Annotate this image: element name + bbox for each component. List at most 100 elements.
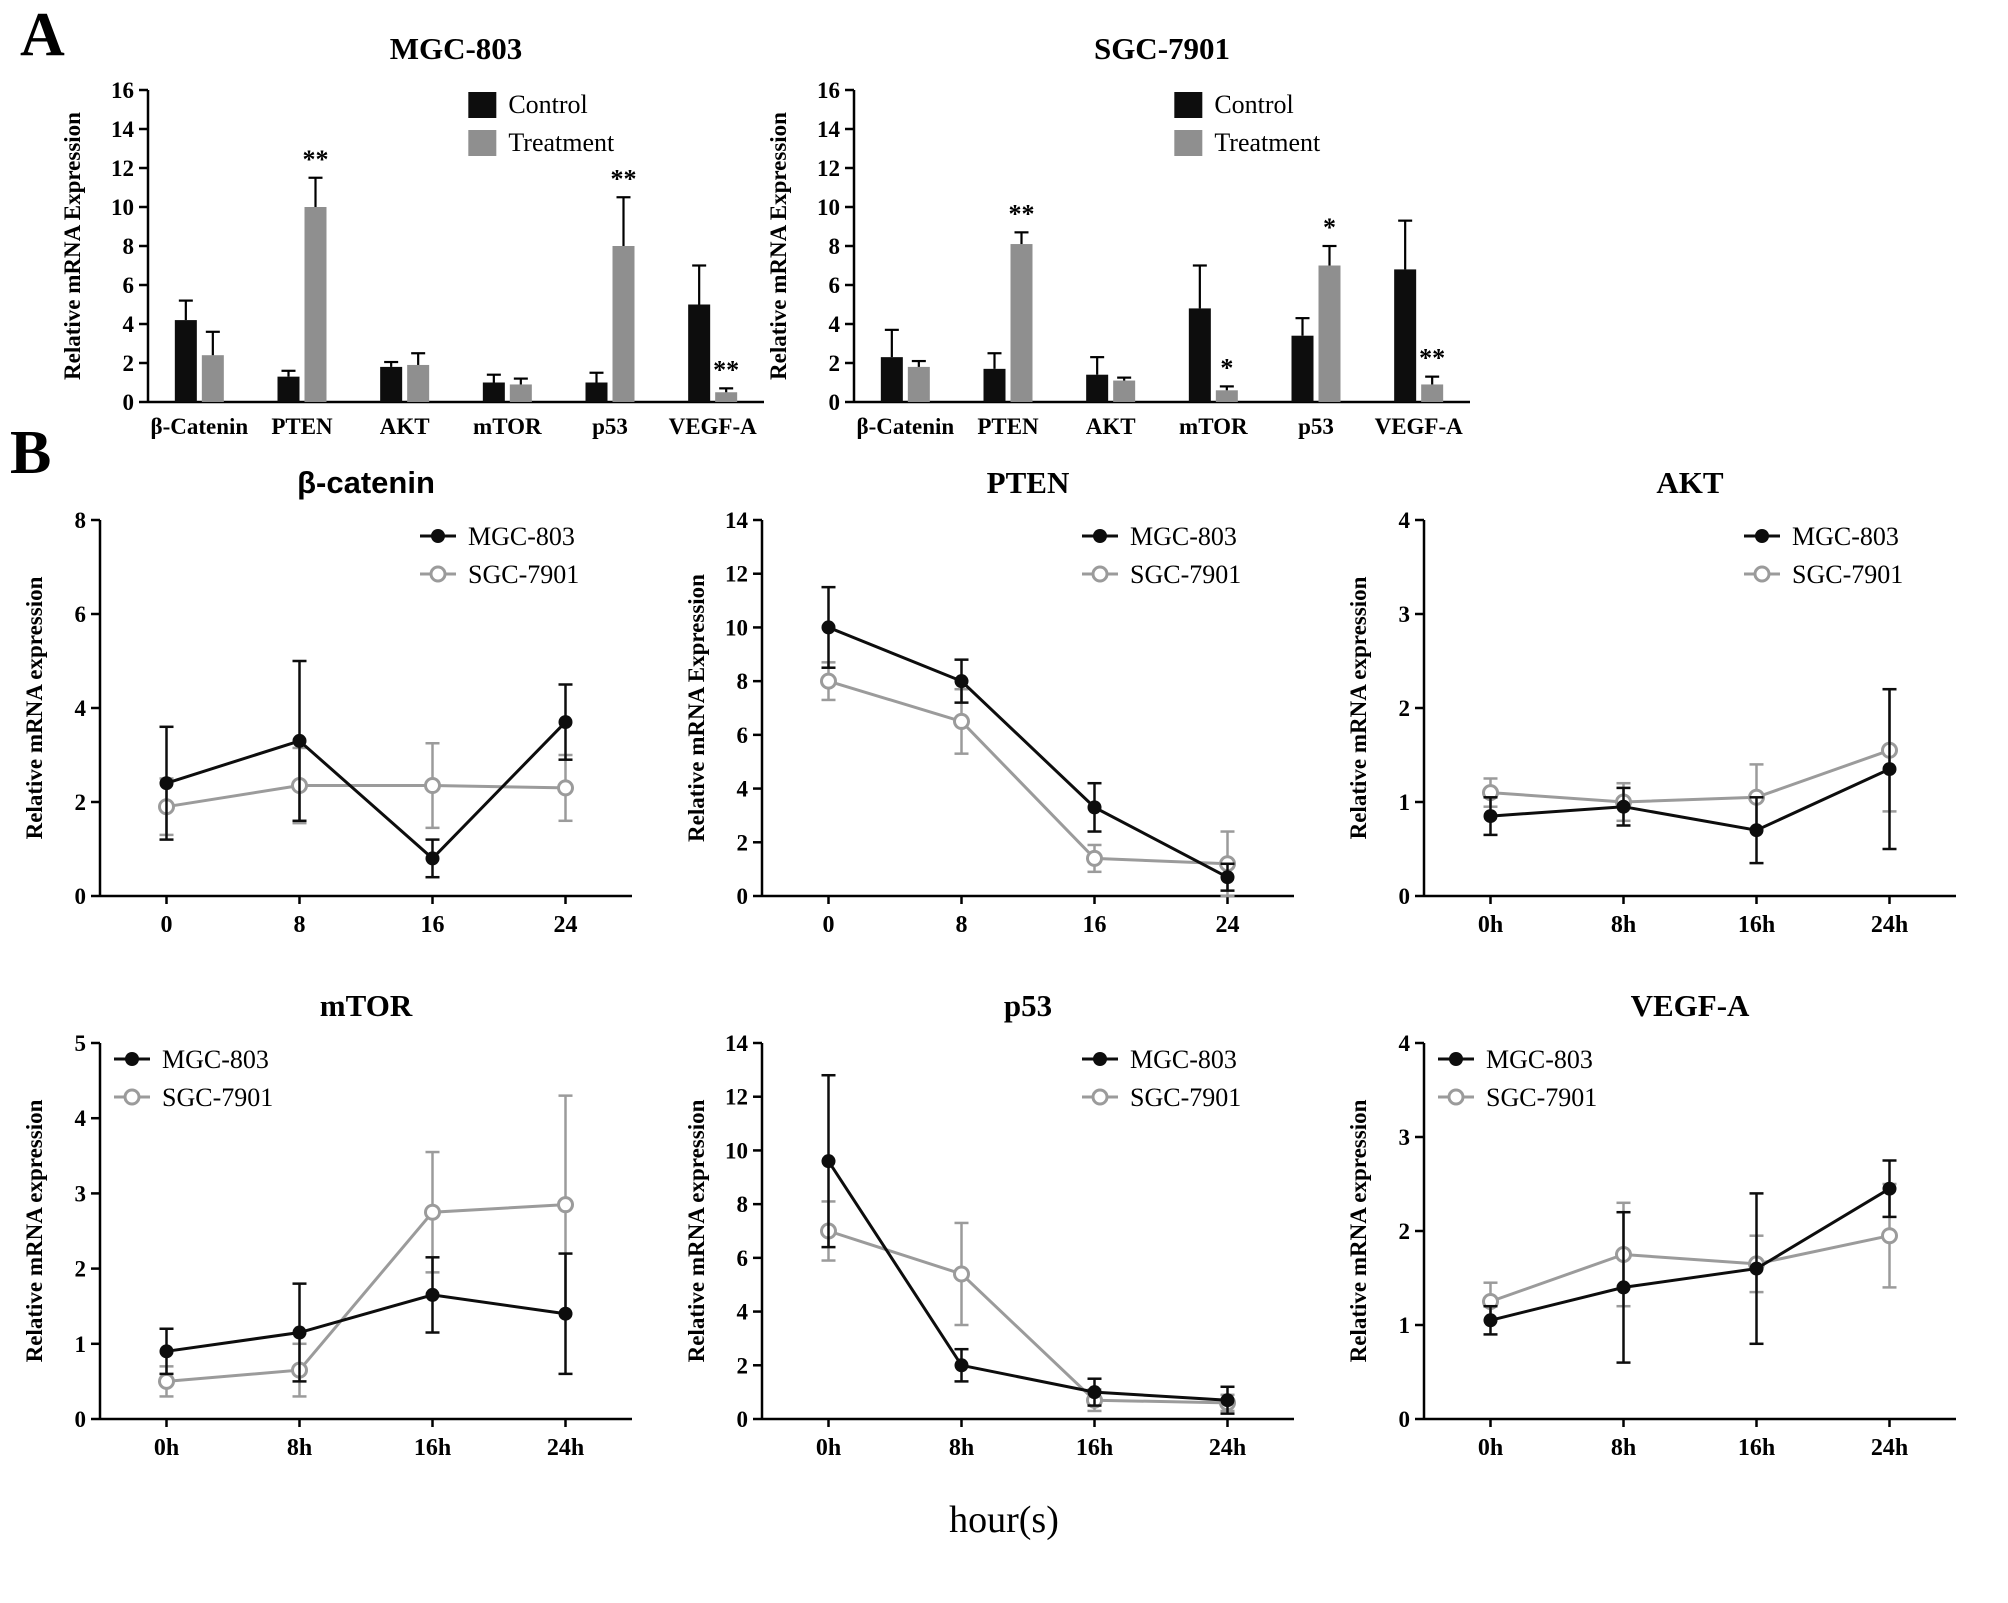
bar-chart-sgc-7901: SGC-7901 0 2 4 6 8 10 12 14 16 Relative mRNA Expr…	[762, 28, 1482, 465]
svg-text:8: 8	[737, 1192, 749, 1217]
svg-text:0: 0	[737, 1407, 749, 1432]
svg-text:6: 6	[737, 1246, 749, 1271]
svg-text:1: 1	[75, 1332, 87, 1357]
line-chart-beta-catenin: β-catenin 0 2 4 6 8 Relative mRNA expression 0…	[18, 462, 680, 959]
x-axis-ticks: 0h 8h 16h 24h	[1478, 896, 1908, 938]
svg-text:14: 14	[817, 117, 841, 142]
svg-text:Relative mRNA Expression: Relative mRNA Expression	[684, 574, 709, 842]
x-axis-ticks: 0 8 16 24	[823, 896, 1240, 938]
series-control	[174, 264, 711, 402]
legend: Control Treatment	[1174, 90, 1321, 157]
svg-text:0: 0	[161, 912, 173, 938]
chart-title-sgc-7901: SGC-7901	[1093, 31, 1231, 66]
line-chart-canvas-mtor: 0 1 2 3 4 5 Relative mRNA expression 0h 8h 16h 24h…	[22, 1031, 632, 1461]
svg-text:PTEN: PTEN	[271, 414, 333, 439]
svg-text:Treatment: Treatment	[1214, 128, 1321, 157]
chart-title-mgc-803: MGC-803	[389, 31, 523, 66]
legend: MGC-803 SGC-7901	[420, 522, 579, 589]
svg-text:4: 4	[737, 777, 749, 802]
series-sgc-7901	[158, 1094, 574, 1398]
svg-text:0h: 0h	[1478, 1435, 1503, 1461]
svg-text:8: 8	[829, 234, 841, 259]
svg-text:14: 14	[725, 1031, 749, 1056]
svg-text:**: **	[1419, 344, 1445, 373]
axes: 0 2 4 6 8 10 12 14 Relative mRNA expression	[684, 1031, 1294, 1432]
x-axis-ticks: 0h 8h 16h 24h	[154, 1419, 584, 1461]
svg-text:1: 1	[1399, 790, 1411, 815]
svg-text:*: *	[1323, 213, 1336, 242]
svg-text:8h: 8h	[1611, 912, 1636, 938]
svg-text:AKT: AKT	[1086, 414, 1136, 439]
svg-text:5: 5	[75, 1031, 87, 1056]
x-axis-ticks: 0 8 16 24	[161, 896, 578, 938]
svg-text:Relative mRNA expression: Relative mRNA expression	[1346, 1099, 1371, 1362]
svg-text:SGC-7901: SGC-7901	[1792, 560, 1903, 589]
line-chart-canvas-vegf-a: 0 1 2 3 4 Relative mRNA expression 0h 8h 16h 24h M…	[1346, 1031, 1956, 1461]
legend: MGC-803 SGC-7901	[1082, 522, 1241, 589]
svg-text:MGC-803: MGC-803	[468, 522, 575, 551]
svg-text:12: 12	[725, 562, 748, 587]
svg-text:0h: 0h	[816, 1435, 841, 1461]
series-sgc-7901	[1482, 1182, 1898, 1322]
axes: 0 2 4 6 8 10 12 14 16 Relative mRNA Expression	[766, 78, 1470, 415]
svg-text:24h: 24h	[1871, 1435, 1908, 1461]
svg-text:2: 2	[737, 1353, 749, 1378]
legend: MGC-803 SGC-7901	[1438, 1045, 1597, 1112]
axes: 0 1 2 3 4 Relative mRNA expression	[1346, 1031, 1956, 1432]
x-axis-ticks: 0h 8h 16h 24h	[1478, 1419, 1908, 1461]
svg-text:SGC-7901: SGC-7901	[468, 560, 579, 589]
svg-text:Control: Control	[1214, 90, 1293, 119]
svg-text:4: 4	[123, 312, 135, 337]
svg-text:4: 4	[75, 1106, 87, 1131]
series-treatment	[907, 231, 1444, 402]
bar-chart-canvas-mgc-803: 0 2 4 6 8 10 12 14 16 Relative mRNA Expression β-C…	[60, 78, 764, 439]
svg-text:16h: 16h	[1076, 1435, 1113, 1461]
svg-text:0: 0	[75, 884, 87, 909]
svg-text:10: 10	[725, 615, 748, 640]
svg-text:8h: 8h	[1611, 1435, 1636, 1461]
svg-text:**: **	[611, 164, 637, 193]
svg-text:6: 6	[123, 273, 135, 298]
axes: 0 2 4 6 8 10 12 14 16 Relative mRNA Expression	[60, 78, 764, 415]
series-mgc-803	[1483, 1159, 1897, 1364]
svg-text:SGC-7901: SGC-7901	[162, 1083, 273, 1112]
svg-text:16h: 16h	[1738, 912, 1775, 938]
svg-text:4: 4	[75, 696, 87, 721]
svg-text:2: 2	[75, 790, 87, 815]
svg-text:3: 3	[1399, 1125, 1411, 1150]
svg-text:8: 8	[294, 912, 306, 938]
svg-text:2: 2	[75, 1257, 87, 1282]
svg-text:Control: Control	[508, 90, 587, 119]
series-mgc-803	[1483, 687, 1897, 865]
line-chart-canvas-p53: 0 2 4 6 8 10 12 14 Relative mRNA expression 0h 8h 1…	[684, 1031, 1294, 1461]
svg-text:3: 3	[75, 1181, 87, 1206]
svg-text:1: 1	[1399, 1313, 1411, 1338]
svg-text:3: 3	[1399, 602, 1411, 627]
bar-chart-mgc-803: MGC-803 0 2 4 6 8 10 12 14 16 Relative mRNA Expre…	[56, 28, 776, 465]
svg-text:8: 8	[737, 669, 749, 694]
svg-text:0: 0	[123, 390, 135, 415]
svg-text:2: 2	[1399, 696, 1411, 721]
svg-text:24h: 24h	[1871, 912, 1908, 938]
svg-text:2: 2	[123, 351, 135, 376]
series-sgc-7901	[820, 661, 1236, 898]
svg-text:SGC-7901: SGC-7901	[1130, 1083, 1241, 1112]
series-sgc-7901	[158, 742, 574, 837]
shared-x-axis-label: hour(s)	[949, 1499, 1059, 1541]
svg-text:0: 0	[75, 1407, 87, 1432]
svg-text:AKT: AKT	[380, 414, 430, 439]
svg-text:8h: 8h	[949, 1435, 974, 1461]
svg-text:8: 8	[75, 508, 87, 533]
svg-text:0: 0	[823, 912, 835, 938]
line-chart-canvas-akt: 0 1 2 3 4 Relative mRNA expression 0h 8h 16h 24h M…	[1346, 508, 1956, 938]
svg-text:p53: p53	[592, 414, 628, 439]
chart-title-p53: p53	[1003, 988, 1053, 1023]
axes: 0 2 4 6 8 Relative mRNA expression	[22, 508, 632, 909]
svg-text:VEGF-A: VEGF-A	[669, 414, 758, 439]
chart-title-akt: AKT	[1656, 465, 1724, 500]
axes: 0 1 2 3 4 Relative mRNA expression	[1346, 508, 1956, 909]
svg-text:SGC-7901: SGC-7901	[1130, 560, 1241, 589]
svg-text:*: *	[1220, 353, 1233, 382]
legend: MGC-803 SGC-7901	[1744, 522, 1903, 589]
